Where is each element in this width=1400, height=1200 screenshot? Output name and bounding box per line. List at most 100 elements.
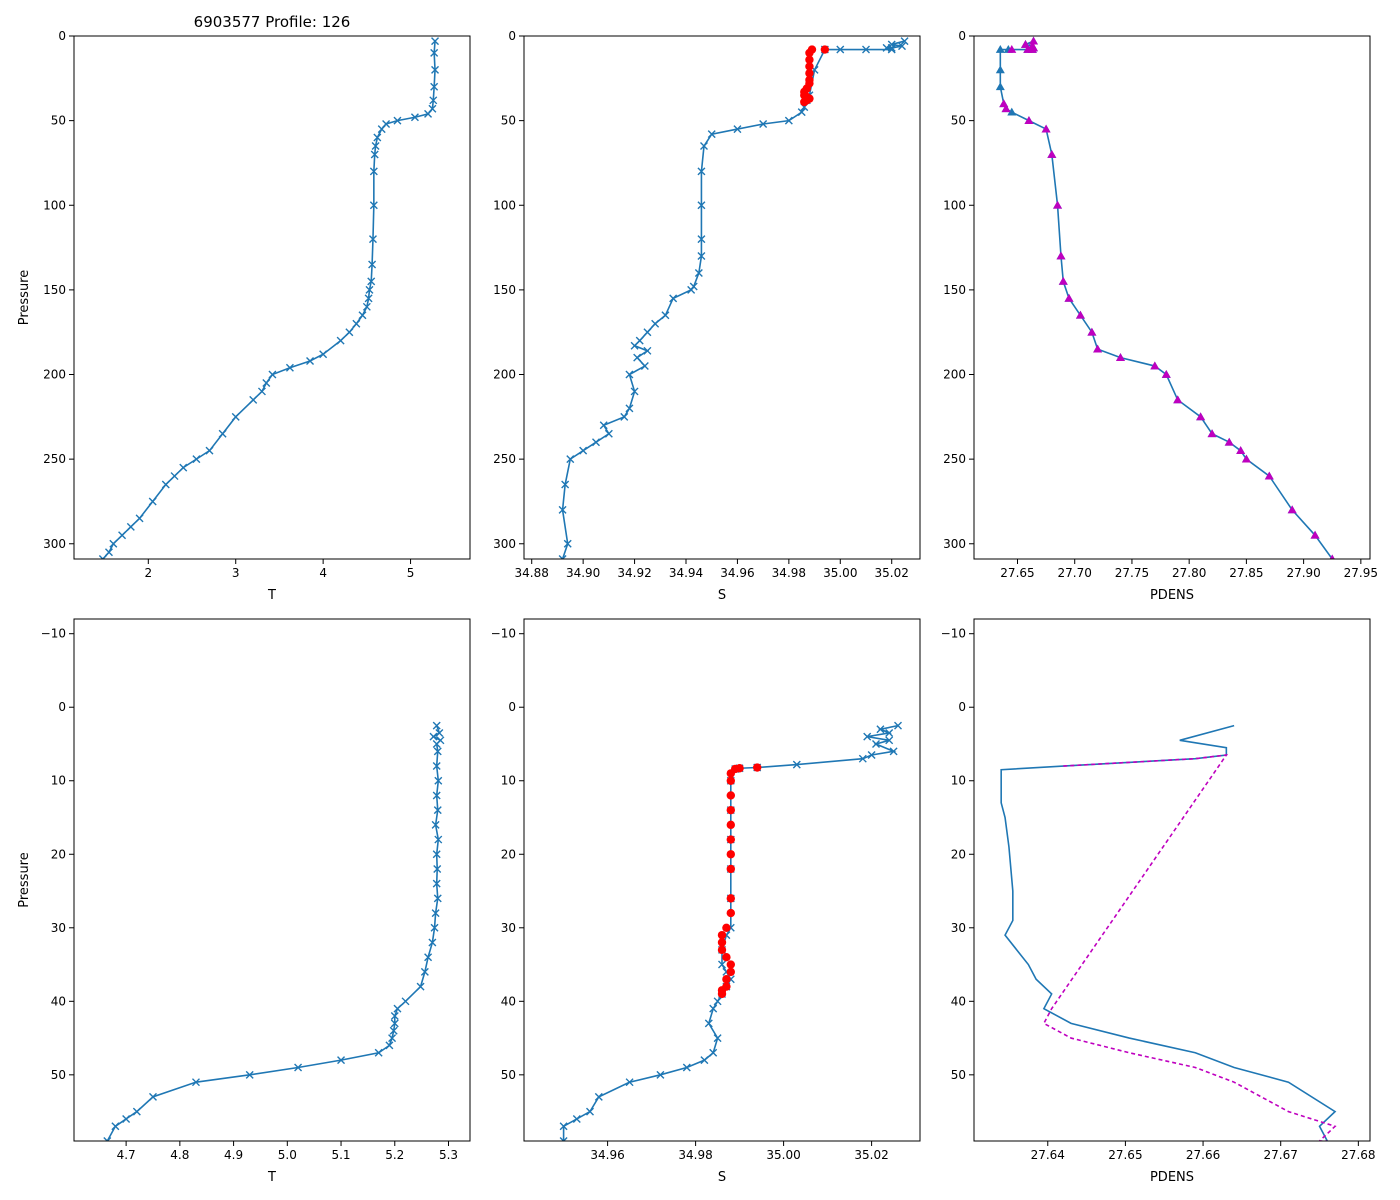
flagged-point [726, 850, 735, 859]
flagged-point [805, 48, 814, 58]
y-tick-label: 200 [43, 368, 66, 382]
y-tick-label: 30 [501, 921, 516, 935]
x-tick-label: 5.3 [439, 1148, 458, 1162]
flagged-point [1001, 104, 1011, 113]
flagged-point [1264, 471, 1274, 480]
flagged-point [717, 938, 727, 947]
flagged-point [1087, 327, 1097, 336]
y-tick-label: 0 [508, 700, 516, 714]
y-tick-label: 150 [943, 283, 966, 297]
data-point [374, 1048, 383, 1057]
chart-panel-top-middle: 34.88 34.90 34.92 34.94 34.96 34.98 35.00 35.02… [493, 29, 921, 603]
data-point [872, 739, 880, 748]
data-point [389, 1026, 398, 1035]
data-point [432, 762, 441, 771]
data-point [109, 539, 118, 548]
flagged-point [722, 923, 731, 932]
data-point [362, 302, 371, 311]
y-tick-label: 50 [951, 114, 966, 128]
data-point [995, 82, 1005, 91]
flagged-point [1047, 149, 1057, 158]
x-tick-label: 3 [232, 566, 240, 580]
x-tick-label: 27.68 [1341, 1148, 1375, 1162]
data-point [345, 328, 354, 337]
data-point [561, 480, 570, 489]
data-point [797, 108, 806, 117]
data-point [424, 109, 433, 118]
flagged-point [1329, 554, 1335, 559]
data-point [433, 747, 442, 756]
data-point [148, 497, 157, 506]
data-point [337, 1056, 346, 1065]
data-point [784, 116, 793, 125]
y-tick-label: 100 [943, 198, 966, 212]
data-point [713, 997, 722, 1006]
flagged-point [820, 45, 830, 54]
flagged-point [726, 967, 735, 977]
data-point [604, 429, 613, 438]
data-point [640, 362, 649, 371]
flagged-point [805, 62, 814, 71]
data-point [858, 754, 867, 763]
data-point [430, 923, 439, 932]
data-point [385, 1041, 394, 1050]
data-point [135, 514, 144, 523]
flagged-point [1207, 429, 1217, 438]
y-tick-label: 150 [43, 283, 66, 297]
data-point [262, 378, 271, 387]
data-point [633, 353, 642, 362]
flagged-point [805, 69, 814, 78]
data-point [367, 277, 376, 286]
data-layer [995, 36, 1335, 559]
data-point [285, 363, 294, 372]
flagged-point [1007, 45, 1017, 53]
x-tick-label: 27.66 [1186, 1148, 1220, 1162]
flagged-point [726, 769, 735, 778]
x-tick-label: 27.80 [1172, 566, 1206, 580]
data-point [364, 294, 373, 303]
data-point [559, 1137, 568, 1141]
data-point [431, 820, 440, 829]
y-tick-label: 30 [951, 921, 966, 935]
x-tick-label: 34.96 [720, 566, 754, 580]
data-point [558, 555, 567, 559]
x-tick-label: 34.94 [669, 566, 703, 580]
data-point [369, 201, 378, 210]
data-point [432, 739, 441, 748]
flagged-point [1115, 353, 1125, 361]
data-point [179, 463, 188, 472]
x-tick-label: 34.98 [678, 1148, 712, 1162]
flagged-point [1093, 344, 1103, 353]
x-tick-label: 27.65 [1108, 1148, 1142, 1162]
data-point [231, 412, 240, 421]
data-point [625, 1078, 634, 1087]
flagged-point [753, 763, 762, 772]
flagged-point [1041, 124, 1051, 133]
data-point [894, 721, 902, 730]
data-point [898, 42, 906, 51]
flagged-point [726, 791, 735, 800]
flagged-point [726, 776, 735, 785]
data-point [432, 791, 441, 800]
x-tick-label: 34.96 [590, 1148, 624, 1162]
data-point [759, 120, 768, 129]
data-point [863, 732, 872, 741]
data-point [435, 728, 444, 737]
data-point [401, 997, 410, 1006]
data-point [643, 346, 652, 355]
data-point [687, 285, 696, 294]
flagged-point [805, 55, 814, 64]
data-layer [103, 721, 445, 1141]
y-tick-label: 20 [501, 847, 516, 861]
data-point [620, 412, 629, 421]
data-point [656, 1070, 665, 1079]
x-tick-label: 27.95 [1344, 566, 1378, 580]
y-tick-label: 50 [501, 114, 516, 128]
y-tick-label: 300 [493, 537, 516, 551]
data-point [424, 953, 433, 962]
data-point [98, 555, 107, 559]
y-tick-label: 200 [943, 368, 966, 382]
y-tick-label: 300 [43, 537, 66, 551]
x-tick-label: 5.1 [331, 1148, 350, 1162]
